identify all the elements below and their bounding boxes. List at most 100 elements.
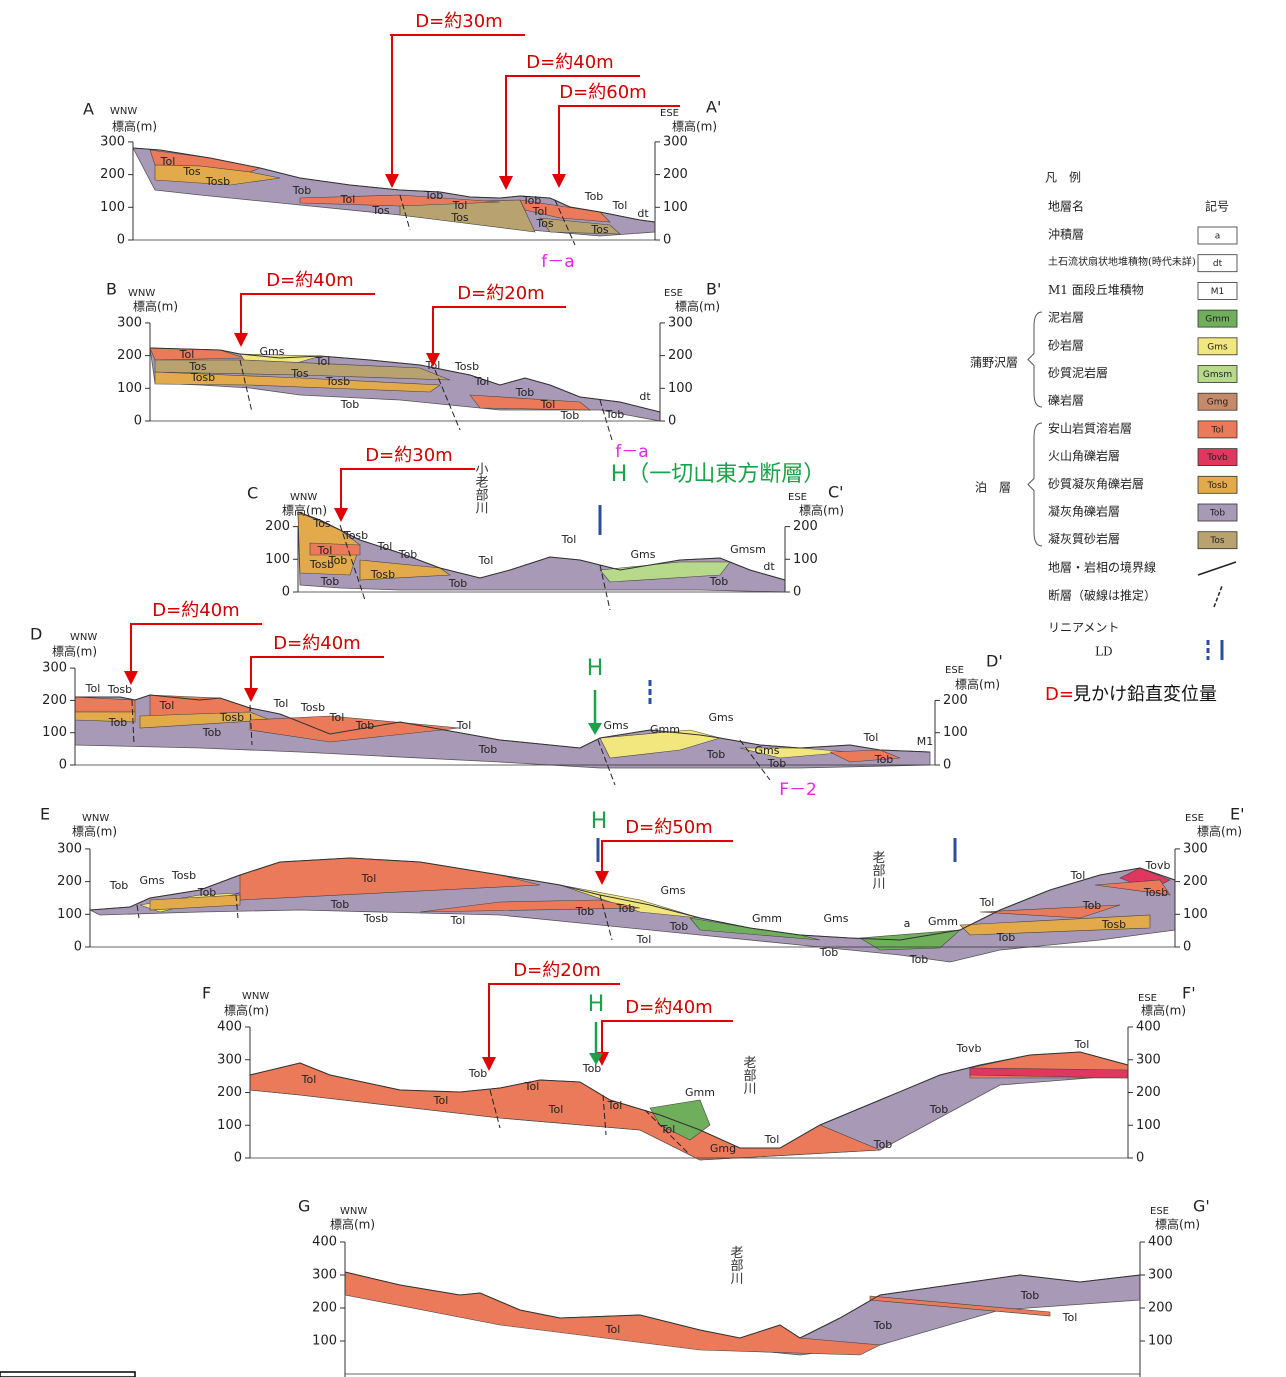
unit-label: Gmg: [710, 1142, 736, 1155]
brace: [1028, 312, 1042, 407]
unit-label: Tob: [109, 879, 129, 892]
tick-label: 0: [663, 233, 671, 248]
tick-label: 300: [668, 315, 693, 330]
unit-label: Tob: [767, 757, 787, 770]
note: H: [588, 992, 605, 1017]
note: 小老部川: [473, 462, 489, 514]
unit-label: Tol: [361, 872, 377, 885]
tick-label: 100: [943, 725, 968, 740]
tick-label: 0: [1136, 1151, 1144, 1166]
displacement-label: D=約40m: [266, 270, 353, 291]
legend-code: Gms: [1207, 342, 1228, 352]
unit-label: M1: [917, 735, 934, 748]
legend-group: 蒲野沢層: [970, 356, 1018, 370]
note: 老部川: [870, 851, 886, 890]
unit-label: Tosb: [370, 568, 395, 581]
legend-name: 凝灰質砂岩層: [1048, 531, 1120, 546]
unit-label: Tob: [996, 931, 1016, 944]
unit-label: Tosb: [171, 869, 196, 882]
unit-label: Tol: [159, 699, 175, 712]
displacement-label: D=約40m: [625, 997, 712, 1018]
unit-label: Gmm: [685, 1086, 715, 1099]
displacement-arrow: [433, 307, 566, 355]
unit-label: Tosb: [1101, 918, 1126, 931]
dir-left: WNW: [340, 1206, 367, 1217]
unit-label: Tol: [478, 554, 494, 567]
unit-label: Tosb: [107, 683, 132, 696]
dir-left: WNW: [242, 991, 269, 1002]
tick-label: 100: [668, 381, 693, 396]
unit-label: Tol: [548, 1103, 564, 1116]
tick-label: 300: [1148, 1268, 1173, 1283]
legend-code: Gmm: [1205, 315, 1230, 325]
tick-label: 300: [117, 315, 142, 330]
unit-label: Tob: [616, 902, 636, 915]
unit-label: Tosb: [325, 375, 350, 388]
legend-code: M1: [1211, 287, 1225, 297]
tick-label: 200: [42, 693, 67, 708]
legend-name: 砂質泥岩層: [1048, 365, 1108, 380]
section: 01002003000100200DD'WNWESE標高(m)標高(m)TolT…: [30, 600, 1003, 800]
displacement-label: D=約40m: [152, 600, 239, 621]
axis-title-right: 標高(m): [1141, 1003, 1186, 1018]
unit-label: Tosb: [190, 371, 215, 384]
displacement-label: D=約20m: [457, 283, 544, 304]
legend-name: 礫岩層: [1048, 393, 1084, 408]
unit-label: Tol: [474, 375, 490, 388]
tick-label: 300: [663, 134, 688, 149]
unit-label: Tol: [979, 896, 995, 909]
dir-right: ESE: [945, 665, 964, 676]
unit-label: Tol: [1070, 869, 1086, 882]
unit-label: Tob: [1020, 1289, 1040, 1302]
legend-line-item: リニアメント: [1048, 621, 1119, 635]
unit-label: Tob: [197, 886, 217, 899]
tick-label: 0: [134, 414, 142, 429]
section-left: E: [40, 805, 50, 824]
arrow-head: [385, 174, 399, 188]
section-left: C: [247, 484, 258, 503]
unit-label: Tol: [329, 711, 345, 724]
unit-label: Tob: [320, 575, 340, 588]
tick-label: 100: [1136, 1118, 1161, 1133]
displacement-arrow: [602, 841, 733, 873]
unit-label: Tob: [292, 184, 312, 197]
cross-sections: 01002003000100200300AA'WNWESE標高(m)標高(m)T…: [0, 0, 1286, 1377]
dir-right: ESE: [664, 288, 683, 299]
axis-title-right: 標高(m): [1155, 1217, 1200, 1232]
legend-name: 砂質凝灰角礫岩層: [1048, 476, 1144, 491]
unit-label: Tol: [612, 199, 628, 212]
tick-label: 100: [312, 1334, 337, 1349]
unit-label: Tovb: [1144, 859, 1170, 872]
tick-label: 0: [1183, 940, 1191, 955]
tick-label: 100: [117, 381, 142, 396]
tick-label: 200: [793, 519, 818, 534]
tick-label: 200: [117, 348, 142, 363]
dir-right: ESE: [1150, 1206, 1169, 1217]
note: f－a: [615, 442, 648, 462]
displacement-label: D=約30m: [415, 11, 502, 32]
dir-left: WNW: [290, 492, 317, 503]
axis-title-left: 標高(m): [52, 644, 97, 659]
axis-title-left: 標高(m): [224, 1003, 269, 1018]
unit-label: Tob: [560, 409, 580, 422]
tick-label: 200: [100, 167, 125, 182]
unit-label: Tol: [433, 1094, 449, 1107]
legend-code: Tovb: [1206, 453, 1228, 463]
arrow-head: [499, 176, 513, 190]
tick-label: 0: [74, 940, 82, 955]
note: H（一切山東方断層）: [611, 462, 826, 487]
unit-label: Tos: [450, 211, 469, 224]
unit-label: Tovb: [955, 1042, 981, 1055]
section-left: A: [83, 100, 94, 119]
arrow-head: [244, 688, 258, 702]
tick-label: 300: [1136, 1052, 1161, 1067]
arrow-head: [334, 508, 348, 522]
tick-label: 200: [668, 348, 693, 363]
unit-label: Tosb: [219, 711, 244, 724]
dir-left: WNW: [70, 632, 97, 643]
section-right: D': [986, 652, 1003, 671]
unit-label: Tob: [575, 905, 595, 918]
displacement-arrow: [241, 294, 375, 335]
unit-label: Tol: [636, 933, 652, 946]
